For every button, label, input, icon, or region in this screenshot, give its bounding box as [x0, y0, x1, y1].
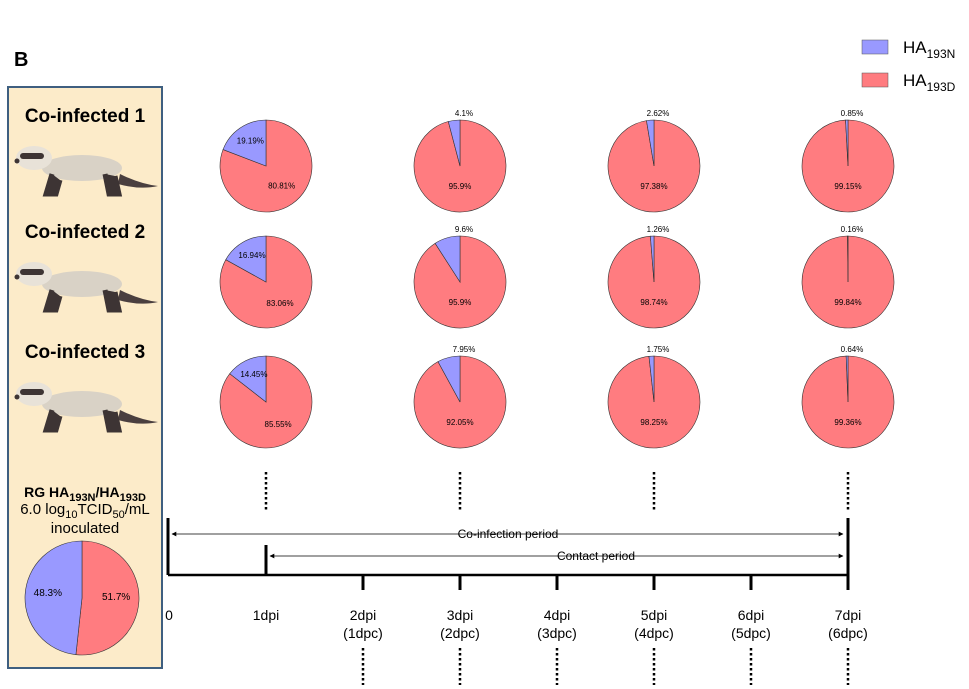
ferret-legs	[42, 289, 123, 313]
pie-label: 98.25%	[640, 418, 667, 427]
ferret-mask	[20, 389, 44, 395]
ferret-icon	[14, 382, 158, 433]
inoculum-line2: 6.0 log10TCID50/mL	[20, 501, 150, 521]
inoculum-line1: RG HA193N/HA193D	[24, 484, 146, 504]
pie-slice	[437, 355, 461, 403]
tick-label: 1dpi	[253, 607, 279, 623]
pie-label: 1.26%	[647, 225, 670, 234]
pie-slice	[24, 540, 83, 656]
ferret-nose	[14, 274, 20, 280]
pie-label: 7.95%	[453, 345, 476, 354]
pie-label: 9.6%	[455, 225, 473, 234]
pie-label: 83.06%	[266, 299, 293, 308]
pie-slice	[222, 119, 267, 167]
pie-slice	[646, 119, 655, 167]
row-label: Co-infected 2	[25, 222, 145, 243]
ferret-legs	[42, 173, 123, 197]
pie-label: 92.05%	[446, 418, 473, 427]
legend-name: HA	[903, 38, 927, 57]
tick-label: 0	[165, 607, 173, 623]
pie-label: 98.74%	[640, 298, 667, 307]
ferret-tail	[118, 290, 158, 304]
ferret-icon	[14, 262, 158, 313]
pie-label: 4.1%	[455, 109, 473, 118]
tick-label: 5dpi	[641, 607, 667, 623]
tick-label: 3dpi	[447, 607, 473, 623]
tick-sublabel: (1dpc)	[343, 625, 383, 641]
pie-slice	[447, 119, 461, 167]
pie-label: 1.75%	[647, 345, 670, 354]
pie-slice	[845, 355, 849, 403]
ferret-body	[42, 155, 122, 181]
pie-label: 0.64%	[841, 345, 864, 354]
pie-label: 99.36%	[834, 418, 861, 427]
pie-label: 85.55%	[265, 420, 292, 429]
co-infection-label: Co-infection period	[458, 527, 559, 541]
pie-slice	[229, 355, 267, 403]
pie-slice	[434, 235, 461, 284]
row-label: Co-infected 1	[25, 106, 146, 127]
ferret-body	[42, 271, 122, 297]
legend-label: HA193D	[903, 71, 956, 94]
ferret-nose	[14, 158, 20, 164]
pie-label: 95.9%	[449, 298, 472, 307]
ferret-icon	[14, 146, 158, 197]
legend-name: HA	[903, 71, 927, 90]
tick-label: 2dpi	[350, 607, 376, 623]
tick-sublabel: (5dpc)	[731, 625, 771, 641]
tick-sublabel: (2dpc)	[440, 625, 480, 641]
row-label: Co-infected 3	[25, 342, 145, 363]
contact-label: Contact period	[557, 549, 635, 563]
legend-sub: 193N	[927, 47, 956, 61]
pie-label: 2.62%	[647, 109, 670, 118]
panel-label: B	[14, 49, 28, 71]
legend-swatch	[861, 72, 889, 88]
tick-label: 4dpi	[544, 607, 570, 623]
pie-label: 0.16%	[841, 225, 864, 234]
pie-slice	[225, 235, 267, 283]
pie-slice	[648, 355, 655, 403]
ferret-tail	[118, 174, 158, 188]
tick-sublabel: (6dpc)	[828, 625, 868, 641]
tick-label: 6dpi	[738, 607, 764, 623]
pie-slice	[75, 540, 140, 656]
pie-label: 16.94%	[238, 251, 265, 260]
pie-label: 48.3%	[34, 588, 62, 599]
tick-sublabel: (3dpc)	[537, 625, 577, 641]
pie-label: 19.19%	[237, 136, 264, 145]
ferret-nose	[14, 394, 20, 400]
legend-swatch	[861, 39, 889, 55]
pie-label: 99.15%	[834, 182, 861, 191]
ferret-legs	[42, 409, 123, 433]
pie-label: 14.45%	[240, 370, 267, 379]
pie-label: 0.85%	[841, 109, 864, 118]
pie-slice	[845, 119, 849, 167]
legend-sub: 193D	[927, 80, 956, 94]
pie-slice	[650, 235, 655, 283]
ferret-mask	[20, 269, 44, 275]
pie-label: 80.81%	[268, 182, 295, 191]
tick-label: 7dpi	[835, 607, 861, 623]
pie-label: 51.7%	[102, 592, 130, 603]
pie-label: 97.38%	[640, 182, 667, 191]
tick-sublabel: (4dpc)	[634, 625, 674, 641]
pie-label: 95.9%	[449, 182, 472, 191]
legend-label: HA193N	[903, 38, 955, 61]
inoculum-line3: inoculated	[51, 520, 119, 537]
pie-label: 99.84%	[834, 298, 861, 307]
ferret-tail	[118, 410, 158, 424]
ferret-body	[42, 391, 122, 417]
ferret-mask	[20, 153, 44, 159]
